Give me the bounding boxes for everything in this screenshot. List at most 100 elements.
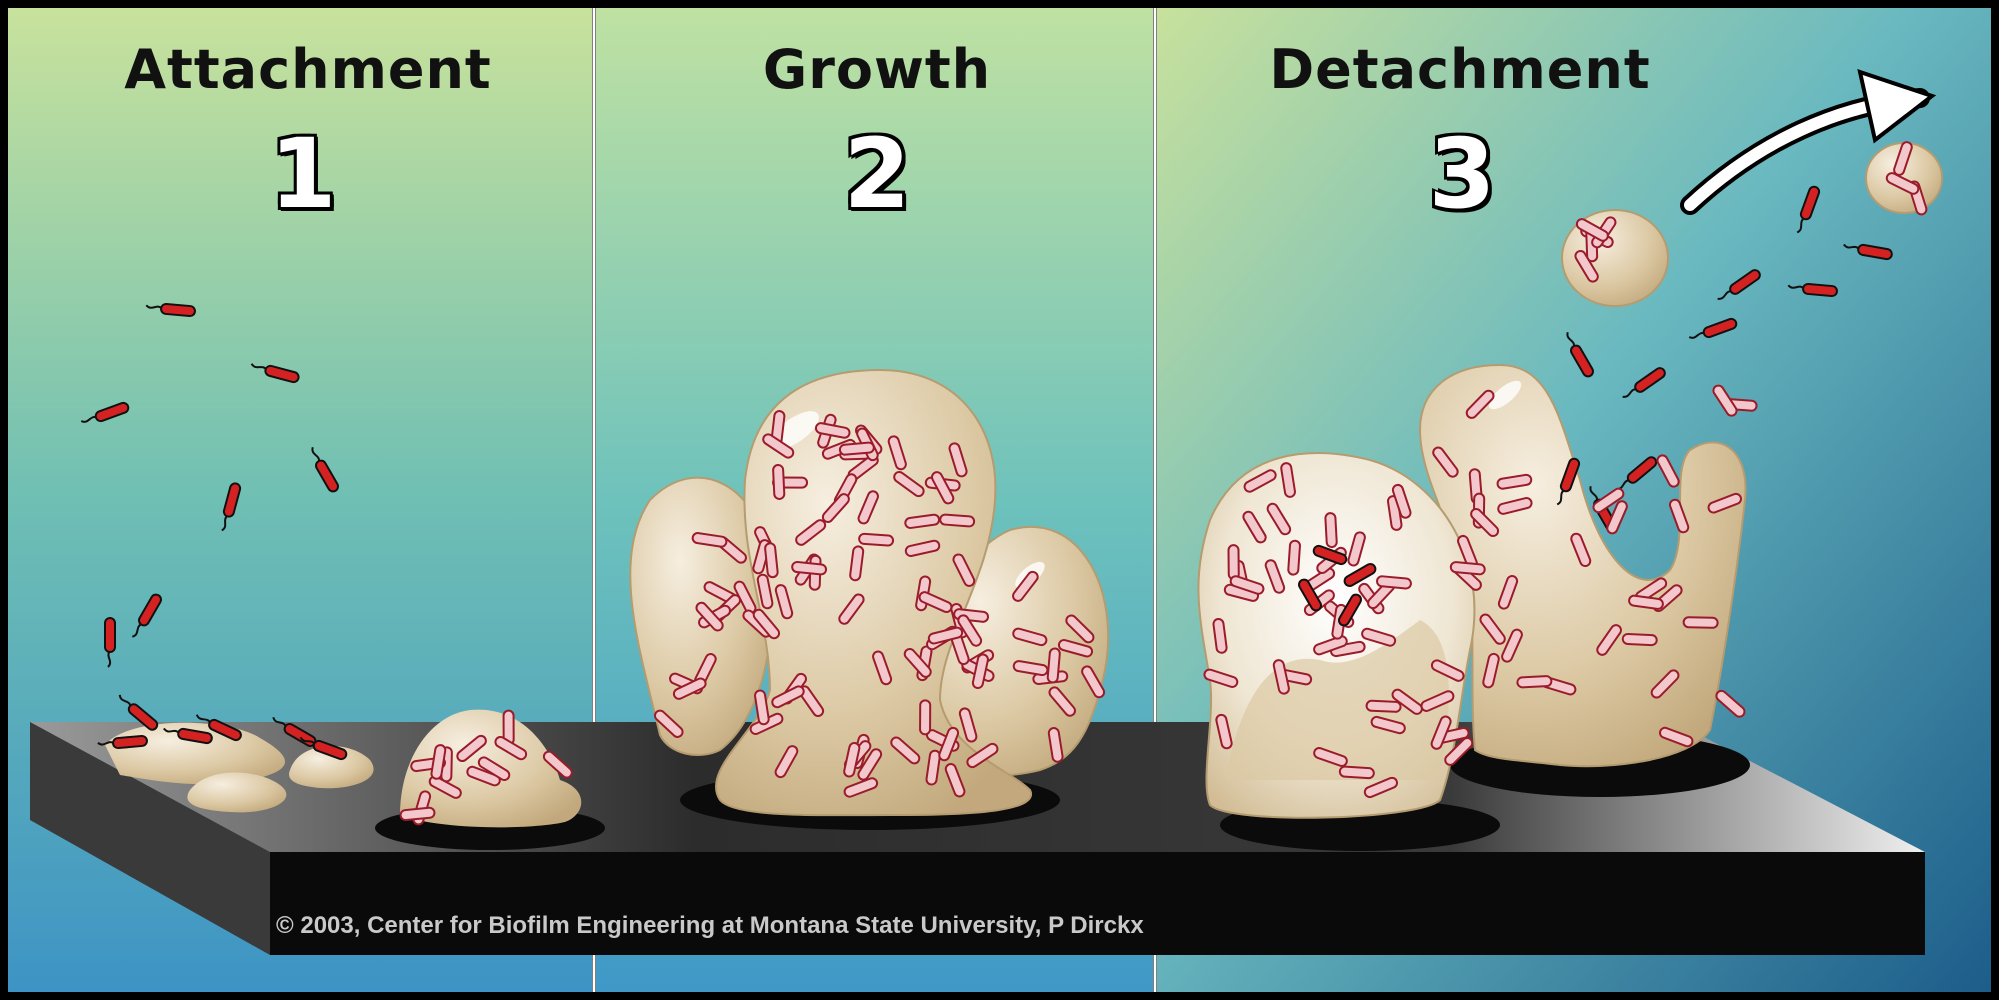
embedded-bacterium bbox=[1391, 688, 1423, 715]
embedded-bacterium bbox=[1449, 561, 1486, 576]
embedded-bacterium bbox=[1497, 497, 1533, 515]
embedded-bacterium bbox=[1715, 689, 1746, 718]
embedded-bacterium bbox=[966, 742, 999, 769]
embedded-bacterium bbox=[1575, 218, 1609, 242]
embedded-bacterium bbox=[1012, 627, 1048, 647]
embedded-bacterium bbox=[1628, 594, 1664, 610]
embedded-bacterium bbox=[1313, 747, 1348, 767]
embedded-bacterium bbox=[927, 626, 964, 645]
embedded-bacterium bbox=[918, 591, 953, 614]
embedded-bacterium bbox=[1570, 532, 1592, 568]
bacterium bbox=[299, 736, 348, 761]
embedded-bacterium bbox=[1496, 473, 1533, 490]
embedded-bacterium bbox=[904, 513, 941, 529]
embedded-bacterium bbox=[1497, 575, 1519, 610]
embedded-bacterium bbox=[1057, 639, 1094, 658]
bacterium bbox=[250, 363, 300, 384]
embedded-bacterium bbox=[428, 775, 462, 799]
bacterium bbox=[1622, 367, 1666, 398]
bacterium bbox=[1688, 317, 1738, 339]
embedded-bacterium bbox=[764, 542, 779, 579]
embedded-bacterium bbox=[1243, 469, 1277, 493]
embedded-bacterium bbox=[1885, 172, 1920, 195]
embedded-bacterium bbox=[857, 490, 879, 525]
embedded-bacterium bbox=[1420, 690, 1455, 712]
bacterium bbox=[311, 447, 339, 493]
embedded-bacterium bbox=[1203, 668, 1239, 688]
embedded-bacterium bbox=[754, 689, 770, 726]
embedded-bacterium bbox=[948, 442, 968, 478]
embedded-bacterium bbox=[1363, 776, 1399, 799]
embedded-bacterium bbox=[939, 513, 976, 528]
embedded-bacterium bbox=[958, 707, 978, 743]
embedded-bacterium bbox=[904, 539, 941, 557]
embedded-bacterium bbox=[1516, 675, 1553, 689]
embedded-bacterium bbox=[1479, 613, 1506, 645]
embedded-bacterium bbox=[1361, 627, 1397, 647]
embedded-bacterium bbox=[1264, 559, 1286, 594]
embedded-bacterium bbox=[430, 744, 447, 780]
embedded-bacterium bbox=[795, 519, 827, 546]
embedded-bacterium bbox=[857, 748, 883, 781]
embedded-bacterium bbox=[1658, 726, 1694, 748]
embedded-bacterium bbox=[971, 653, 989, 690]
embedded-bacterium bbox=[944, 763, 966, 798]
embedded-bacterium bbox=[1376, 575, 1412, 590]
bacterium bbox=[1343, 563, 1377, 587]
embedded-bacterium bbox=[938, 726, 960, 762]
embedded-bacterium bbox=[838, 593, 865, 625]
bacterium bbox=[1338, 593, 1362, 627]
embedded-bacterium bbox=[1656, 454, 1680, 488]
embedded-bacterium bbox=[849, 545, 865, 582]
embedded-bacterium bbox=[1215, 713, 1233, 750]
embedded-bacterium bbox=[1229, 575, 1265, 595]
embedded-bacterium bbox=[399, 806, 436, 822]
bacterium bbox=[1556, 457, 1581, 506]
embedded-bacterium bbox=[1465, 389, 1495, 419]
bacterium bbox=[118, 694, 159, 731]
embedded-bacterium bbox=[542, 750, 573, 779]
embedded-bacterium bbox=[691, 532, 728, 548]
embedded-bacterium bbox=[1012, 660, 1049, 677]
embedded-bacterium bbox=[952, 553, 976, 587]
embedded-bacterium bbox=[1287, 539, 1301, 576]
embedded-bacterium bbox=[1324, 512, 1338, 549]
bacterium bbox=[1298, 578, 1322, 612]
bacterium bbox=[195, 714, 242, 742]
embedded-bacterium bbox=[1227, 544, 1240, 581]
bacterium bbox=[1566, 332, 1594, 378]
embedded-bacterium bbox=[1712, 384, 1738, 417]
embedded-bacterium bbox=[762, 433, 795, 459]
embedded-bacterium bbox=[672, 677, 707, 700]
bacterium bbox=[221, 482, 242, 532]
embedded-bacterium bbox=[890, 736, 921, 765]
bacterium bbox=[145, 302, 196, 318]
copyright-credit: © 2003, Center for Biofilm Engineering a… bbox=[276, 912, 1144, 939]
embedded-bacterium bbox=[1592, 487, 1625, 514]
bacterium bbox=[1717, 269, 1761, 300]
panel-title-detachment: Detachment bbox=[1269, 38, 1651, 101]
embedded-bacterium bbox=[1081, 665, 1106, 699]
bacterium bbox=[131, 593, 162, 638]
embedded-bacterium bbox=[1621, 632, 1658, 647]
embedded-bacterium bbox=[925, 749, 941, 786]
embedded-bacterium bbox=[821, 493, 850, 524]
embedded-bacterium bbox=[1430, 659, 1465, 682]
embedded-bacterium bbox=[1430, 715, 1452, 750]
embedded-bacterium bbox=[843, 742, 861, 778]
embedded-bacterium bbox=[1668, 498, 1690, 534]
embedded-bacterium bbox=[1391, 483, 1412, 519]
embedded-bacterium bbox=[1048, 686, 1076, 717]
embedded-bacterium bbox=[903, 647, 932, 678]
embedded-bacterium bbox=[957, 614, 983, 647]
bacterium bbox=[104, 617, 116, 668]
embedded-bacterium bbox=[814, 422, 851, 439]
embedded-bacterium bbox=[494, 735, 528, 761]
embedded-bacterium bbox=[858, 532, 895, 547]
detachment-arrow-icon bbox=[1680, 68, 1937, 215]
embedded-bacterium bbox=[1470, 507, 1500, 537]
embedded-bacterium bbox=[872, 650, 893, 686]
embedded-bacterium bbox=[653, 709, 684, 738]
bacterium bbox=[163, 727, 213, 745]
embedded-bacterium bbox=[1707, 492, 1742, 514]
